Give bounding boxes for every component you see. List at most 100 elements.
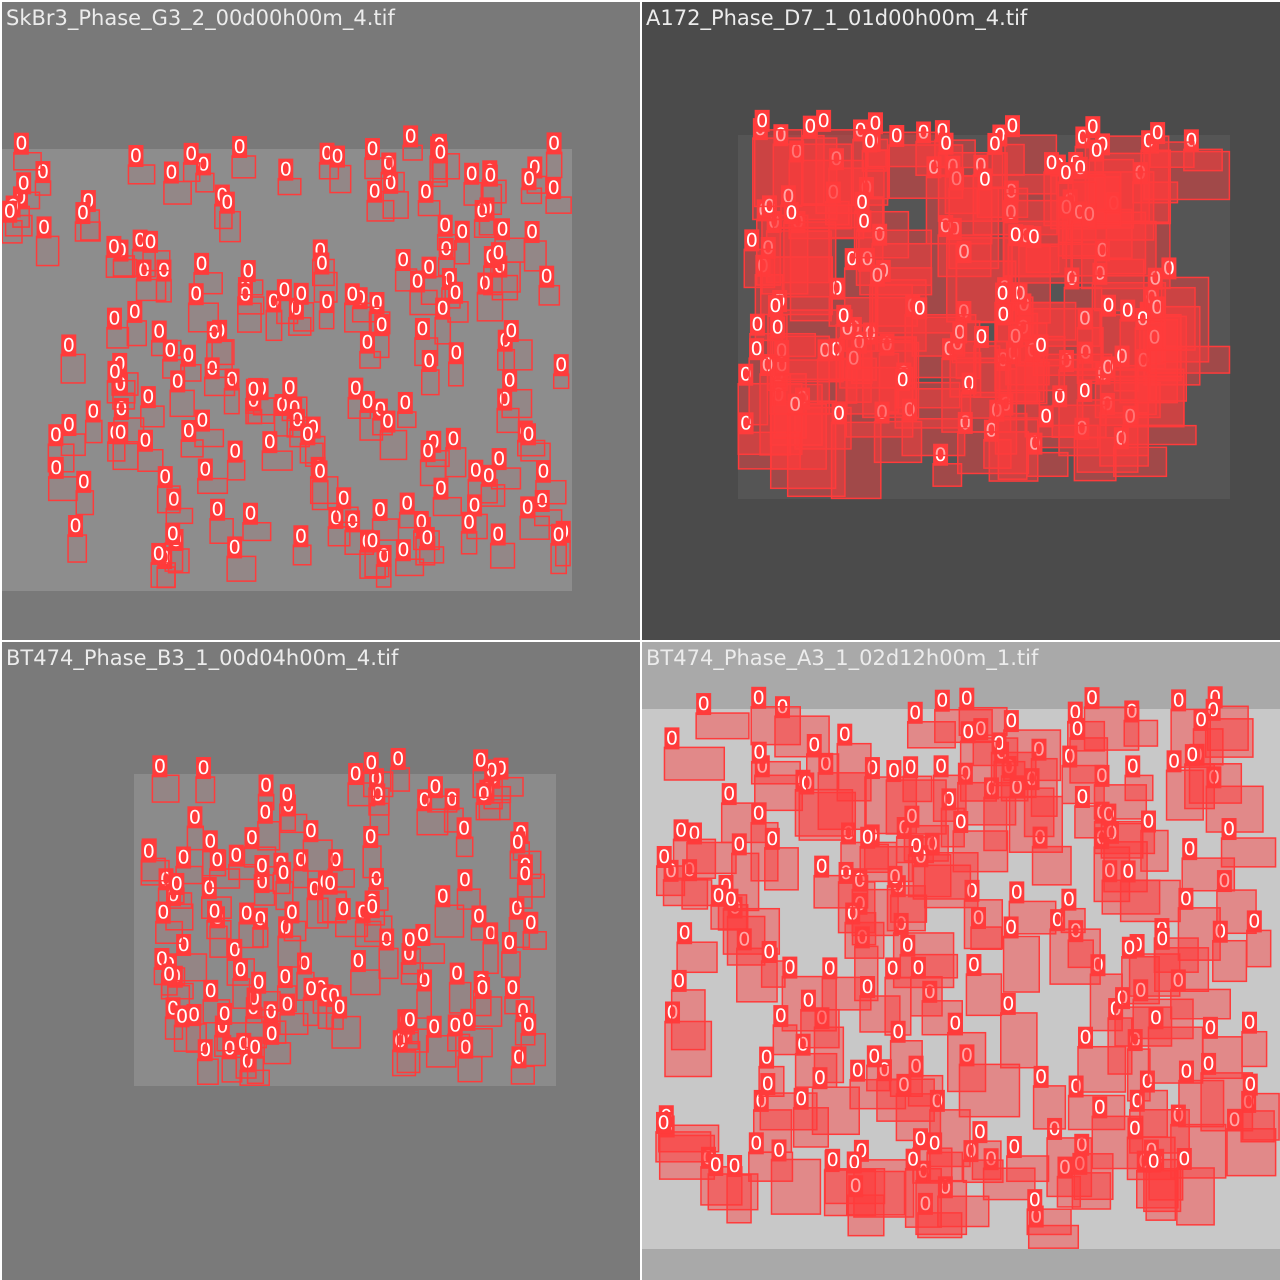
bounding-box bbox=[75, 490, 95, 516]
label-tag bbox=[846, 347, 862, 370]
cell-detection: 0 bbox=[448, 962, 472, 1014]
label-tag bbox=[432, 141, 448, 164]
class-label: 0 bbox=[463, 512, 475, 534]
label-tag bbox=[1193, 708, 1209, 731]
class-label: 0 bbox=[1149, 326, 1161, 348]
cell-detection: 0 bbox=[155, 901, 184, 944]
cell-detection: 0 bbox=[861, 130, 887, 172]
bounding-box bbox=[1121, 956, 1160, 1005]
cell-detection: 0 bbox=[364, 530, 390, 578]
cell-detection: 0 bbox=[398, 492, 429, 529]
bounding-box bbox=[959, 740, 997, 802]
class-label: 0 bbox=[492, 523, 504, 545]
bounding-box bbox=[197, 477, 229, 495]
cell-detection: 0 bbox=[1025, 226, 1060, 273]
label-tag bbox=[1089, 139, 1105, 162]
class-label: 0 bbox=[526, 221, 538, 243]
label-tag bbox=[802, 115, 818, 138]
label-tag bbox=[224, 368, 240, 391]
class-label: 0 bbox=[167, 523, 179, 545]
label-tag bbox=[1094, 764, 1110, 787]
class-label: 0 bbox=[972, 907, 984, 929]
class-label: 0 bbox=[1080, 342, 1092, 364]
class-label: 0 bbox=[486, 759, 498, 781]
cell-detection: 0 bbox=[1192, 708, 1224, 766]
bounding-box bbox=[432, 160, 448, 188]
bounding-box bbox=[937, 1195, 990, 1228]
label-tag bbox=[677, 922, 693, 945]
label-tag bbox=[510, 831, 526, 854]
bounding-box bbox=[1241, 1030, 1268, 1068]
label-tag bbox=[1009, 881, 1025, 904]
class-label: 0 bbox=[417, 924, 429, 946]
class-label: 0 bbox=[305, 978, 317, 1000]
class-label: 0 bbox=[1063, 889, 1075, 911]
class-label: 0 bbox=[869, 112, 881, 134]
label-tag bbox=[520, 423, 536, 446]
label-tag bbox=[344, 283, 360, 306]
class-label: 0 bbox=[935, 755, 947, 777]
cell-detection: 0 bbox=[480, 464, 506, 507]
cell-detection: 0 bbox=[1204, 698, 1254, 758]
label-tag bbox=[490, 242, 506, 265]
cell-detection: 0 bbox=[707, 1154, 759, 1211]
class-label: 0 bbox=[504, 370, 516, 392]
class-label: 0 bbox=[738, 928, 750, 950]
cell-detection: 0 bbox=[344, 283, 372, 333]
label-tag bbox=[76, 470, 92, 493]
label-tag bbox=[539, 265, 555, 288]
label-tag bbox=[233, 958, 249, 981]
bounding-box bbox=[535, 479, 567, 505]
class-label: 0 bbox=[827, 182, 839, 204]
cell-detection: 0 bbox=[1026, 1189, 1072, 1236]
label-tag bbox=[793, 1087, 809, 1110]
bounding-box bbox=[60, 353, 86, 384]
cell-detection: 0 bbox=[813, 855, 869, 909]
bounding-box bbox=[434, 316, 452, 345]
class-label: 0 bbox=[733, 833, 745, 855]
label-tag bbox=[222, 1037, 238, 1060]
class-label: 0 bbox=[153, 321, 165, 343]
bounding-box bbox=[1018, 244, 1051, 324]
class-label: 0 bbox=[183, 420, 195, 442]
label-tag bbox=[665, 1001, 681, 1024]
label-tag bbox=[228, 844, 244, 867]
class-label: 0 bbox=[439, 215, 451, 237]
class-label: 0 bbox=[1040, 405, 1052, 427]
bounding-box bbox=[277, 177, 302, 196]
label-tag bbox=[1148, 1007, 1164, 1030]
bounding-box bbox=[1025, 245, 1060, 273]
cell-detection: 0 bbox=[414, 923, 446, 964]
label-tag bbox=[856, 210, 872, 233]
cell-detection: 0 bbox=[457, 1036, 483, 1083]
class-label: 0 bbox=[784, 957, 796, 979]
class-label: 0 bbox=[279, 966, 291, 988]
label-tag bbox=[1074, 417, 1090, 440]
label-tag bbox=[137, 429, 153, 452]
class-label: 0 bbox=[108, 308, 120, 330]
label-tag bbox=[1026, 226, 1042, 249]
label-tag bbox=[278, 158, 294, 181]
class-label: 0 bbox=[1126, 700, 1138, 722]
label-tag bbox=[860, 976, 876, 999]
cell-detection: 0 bbox=[1140, 810, 1169, 872]
bounding-box bbox=[436, 233, 458, 251]
cell-detection: 0 bbox=[884, 957, 912, 1036]
cell-detection: 0 bbox=[231, 135, 257, 179]
class-label: 0 bbox=[1168, 750, 1180, 772]
label-tag bbox=[264, 1022, 280, 1045]
class-label: 0 bbox=[266, 1023, 278, 1045]
label-tag bbox=[170, 370, 186, 393]
bounding-box bbox=[1067, 939, 1094, 969]
bounding-box bbox=[1139, 1089, 1169, 1138]
label-tag bbox=[174, 1005, 190, 1028]
class-label: 0 bbox=[1101, 393, 1113, 415]
bounding-box bbox=[662, 879, 713, 907]
label-tag bbox=[140, 386, 156, 409]
bounding-box bbox=[140, 859, 170, 886]
bounding-box bbox=[851, 888, 899, 937]
cell-detection: 0 bbox=[371, 499, 400, 541]
bounding-box bbox=[1032, 1085, 1067, 1130]
bounding-box bbox=[490, 261, 521, 293]
